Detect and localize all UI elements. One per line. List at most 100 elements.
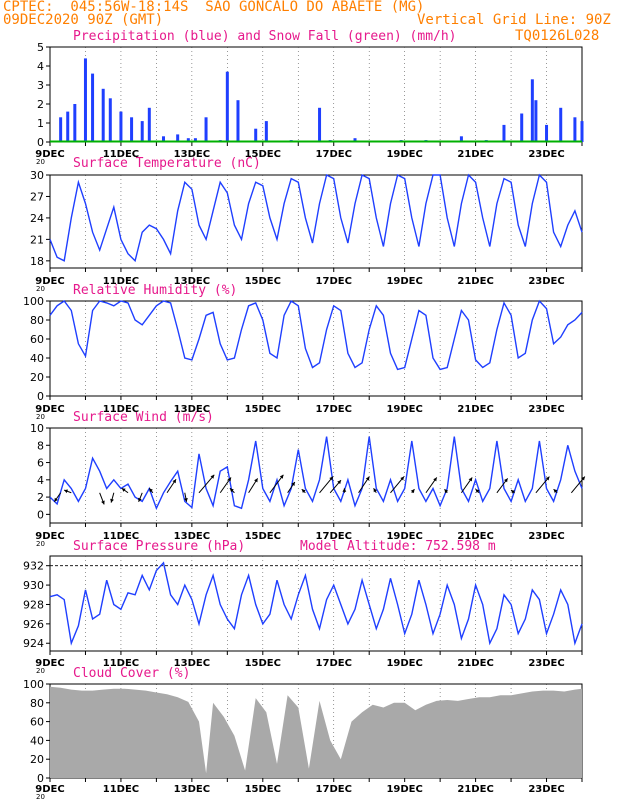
wind-ytick-label: 6	[37, 457, 44, 470]
wind-arrow-head	[410, 489, 415, 494]
rh-series-line	[49, 299, 583, 371]
precip-xtick-label: 9DEC	[35, 149, 64, 160]
wind-ytick-label: 0	[37, 508, 44, 521]
precip-bar	[193, 138, 197, 142]
temp-ytick-label: 24	[30, 212, 44, 225]
wind-arrow-head	[468, 477, 473, 482]
precip-bar	[530, 79, 534, 142]
precip-year-fragment: 20	[36, 158, 45, 166]
precip-bar	[236, 100, 240, 142]
wind-ytick-label: 4	[37, 474, 44, 487]
precip-ytick-label: 5	[37, 41, 44, 54]
temp-xtick-label: 21DEC	[457, 276, 493, 287]
temp-ytick-label: 18	[30, 255, 44, 268]
precip-bar	[254, 128, 258, 142]
run-date: 09DEC2020 90Z (GMT)	[3, 12, 164, 28]
pres-xtick-label: 11DEC	[103, 658, 139, 669]
precip-bar	[459, 136, 463, 142]
precip-bar	[559, 107, 563, 142]
wind-arrow-head	[291, 481, 295, 486]
cloud-ytick-label: 20	[30, 753, 44, 766]
precip-bar	[264, 121, 268, 142]
pres-xtick-label: 13DEC	[174, 658, 210, 669]
wind-arrow	[319, 476, 334, 494]
wind-arrow	[269, 474, 284, 494]
cloud-xtick-label: 23DEC	[528, 784, 564, 795]
temp-year-fragment: 20	[36, 285, 45, 293]
wind-arrow	[570, 476, 586, 494]
pres-xtick-label: 17DEC	[316, 658, 352, 669]
pres-frame	[49, 555, 583, 652]
precip-bar	[580, 121, 584, 142]
rh-ytick-label: 100	[23, 295, 44, 308]
cloud-xtick-label: 21DEC	[457, 784, 493, 795]
cloud-ytick-label: 60	[30, 716, 44, 729]
precip-xtick-label: 19DEC	[386, 149, 422, 160]
precip-bar	[573, 117, 577, 142]
temp-ytick-label: 21	[30, 233, 44, 246]
wind-arrow-head	[54, 497, 58, 502]
wind-xtick-label: 21DEC	[457, 531, 493, 542]
temp-series-line	[49, 173, 583, 263]
wind-arrow-head	[279, 474, 284, 479]
wind-ytick-label: 2	[37, 491, 44, 504]
wind-arrow-head	[337, 480, 341, 485]
precip-bar	[91, 73, 95, 142]
temp-ytick-label: 30	[30, 169, 44, 182]
pres-xtick-label: 9DEC	[35, 658, 64, 669]
wind-arrow-head	[365, 476, 370, 481]
wind-arrow-head	[581, 476, 585, 481]
rh-frame	[49, 300, 583, 397]
wind-xtick-label: 17DEC	[316, 531, 352, 542]
temp-title: Surface Temperature (nC)	[73, 156, 261, 171]
wind-arrow-head	[553, 489, 558, 493]
precip-title: Precipitation (blue) and Snow Fall (gree…	[73, 29, 457, 44]
wind-arrow-head	[400, 476, 404, 481]
pres-ytick-label: 932	[23, 560, 44, 573]
cloud-xtick-label: 9DEC	[35, 784, 64, 795]
precip-ytick-label: 1	[37, 117, 44, 130]
pres-title: Surface Pressure (hPa)	[73, 539, 246, 554]
pres-year-fragment: 20	[36, 667, 45, 675]
wind-arrow-head	[433, 477, 437, 482]
rh-ytick-label: 60	[30, 333, 44, 346]
wind-arrow-head	[504, 478, 508, 483]
precip-xtick-label: 11DEC	[103, 149, 139, 160]
wind-arrow-head	[121, 488, 126, 492]
pres-xtick-label: 23DEC	[528, 658, 564, 669]
precip-bar	[176, 134, 180, 142]
wind-xtick-label: 13DEC	[174, 531, 210, 542]
wind-arrow-head	[210, 474, 215, 479]
wind-arrow-head	[511, 490, 515, 494]
precip-bar	[353, 138, 357, 142]
temp-xtick-label: 9DEC	[35, 276, 64, 287]
pres-ytick-label: 926	[23, 618, 44, 631]
wind-xtick-label: 11DEC	[103, 531, 139, 542]
temp-ytick-label: 27	[30, 190, 44, 203]
wind-year-fragment: 20	[36, 540, 45, 548]
wind-arrow-head	[149, 488, 153, 493]
precip-bar	[140, 121, 144, 142]
wind-arrow-head	[172, 479, 177, 484]
pres-series-line	[49, 561, 583, 646]
wind-xtick-label: 15DEC	[245, 531, 281, 542]
temp-xtick-label: 13DEC	[174, 276, 210, 287]
cloud-ytick-label: 80	[30, 697, 44, 710]
wind-arrow-head	[475, 489, 480, 493]
precip-xtick-label: 23DEC	[528, 149, 564, 160]
wind-ytick-label: 8	[37, 439, 44, 452]
precip-bar	[130, 117, 134, 142]
wind-arrow-head	[138, 497, 142, 502]
rh-ytick-label: 0	[37, 390, 44, 403]
wind-xtick-label: 23DEC	[528, 531, 564, 542]
wind-title: Surface Wind (m/s)	[73, 410, 214, 425]
model-code: TQ0126L028	[515, 28, 600, 44]
cloud-xtick-label: 17DEC	[316, 784, 352, 795]
precip-bar	[108, 98, 112, 142]
wind-arrow-head	[545, 476, 550, 481]
rh-xtick-label: 11DEC	[103, 404, 139, 415]
cloud-xtick-label: 15DEC	[245, 784, 281, 795]
wind-arrow-head	[229, 488, 234, 493]
wind-arrow-head	[301, 489, 306, 493]
precip-xtick-label: 13DEC	[174, 149, 210, 160]
